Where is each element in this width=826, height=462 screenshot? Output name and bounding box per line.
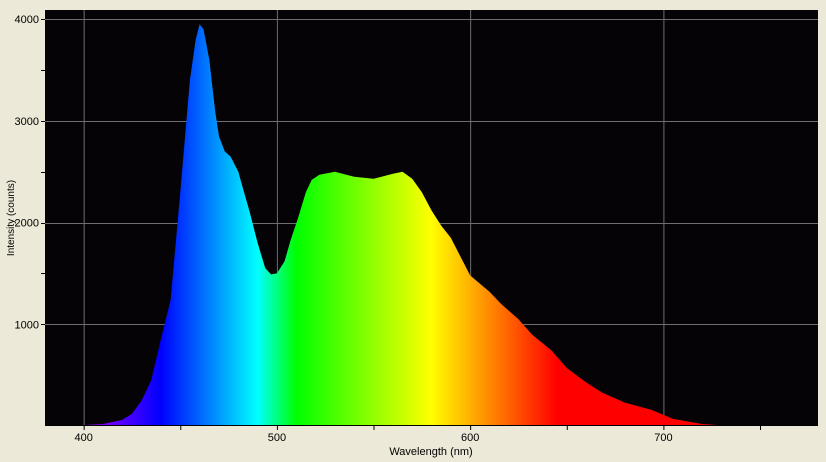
- x-tick-label: 500: [268, 432, 286, 444]
- axis-ticks: [41, 19, 762, 430]
- x-axis-label: Wavelength (nm): [389, 446, 472, 458]
- y-tick-label: 1000: [15, 319, 39, 331]
- x-tick-label: 700: [654, 432, 672, 444]
- x-tick-label: 600: [461, 432, 479, 444]
- spectrum-area: [73, 24, 741, 426]
- y-tick-label: 4000: [15, 14, 39, 26]
- y-axis-label: Intensity (counts): [6, 180, 17, 256]
- y-tick-label: 2000: [15, 218, 39, 230]
- x-tick-label: 400: [74, 432, 92, 444]
- y-tick-label: 3000: [15, 116, 39, 128]
